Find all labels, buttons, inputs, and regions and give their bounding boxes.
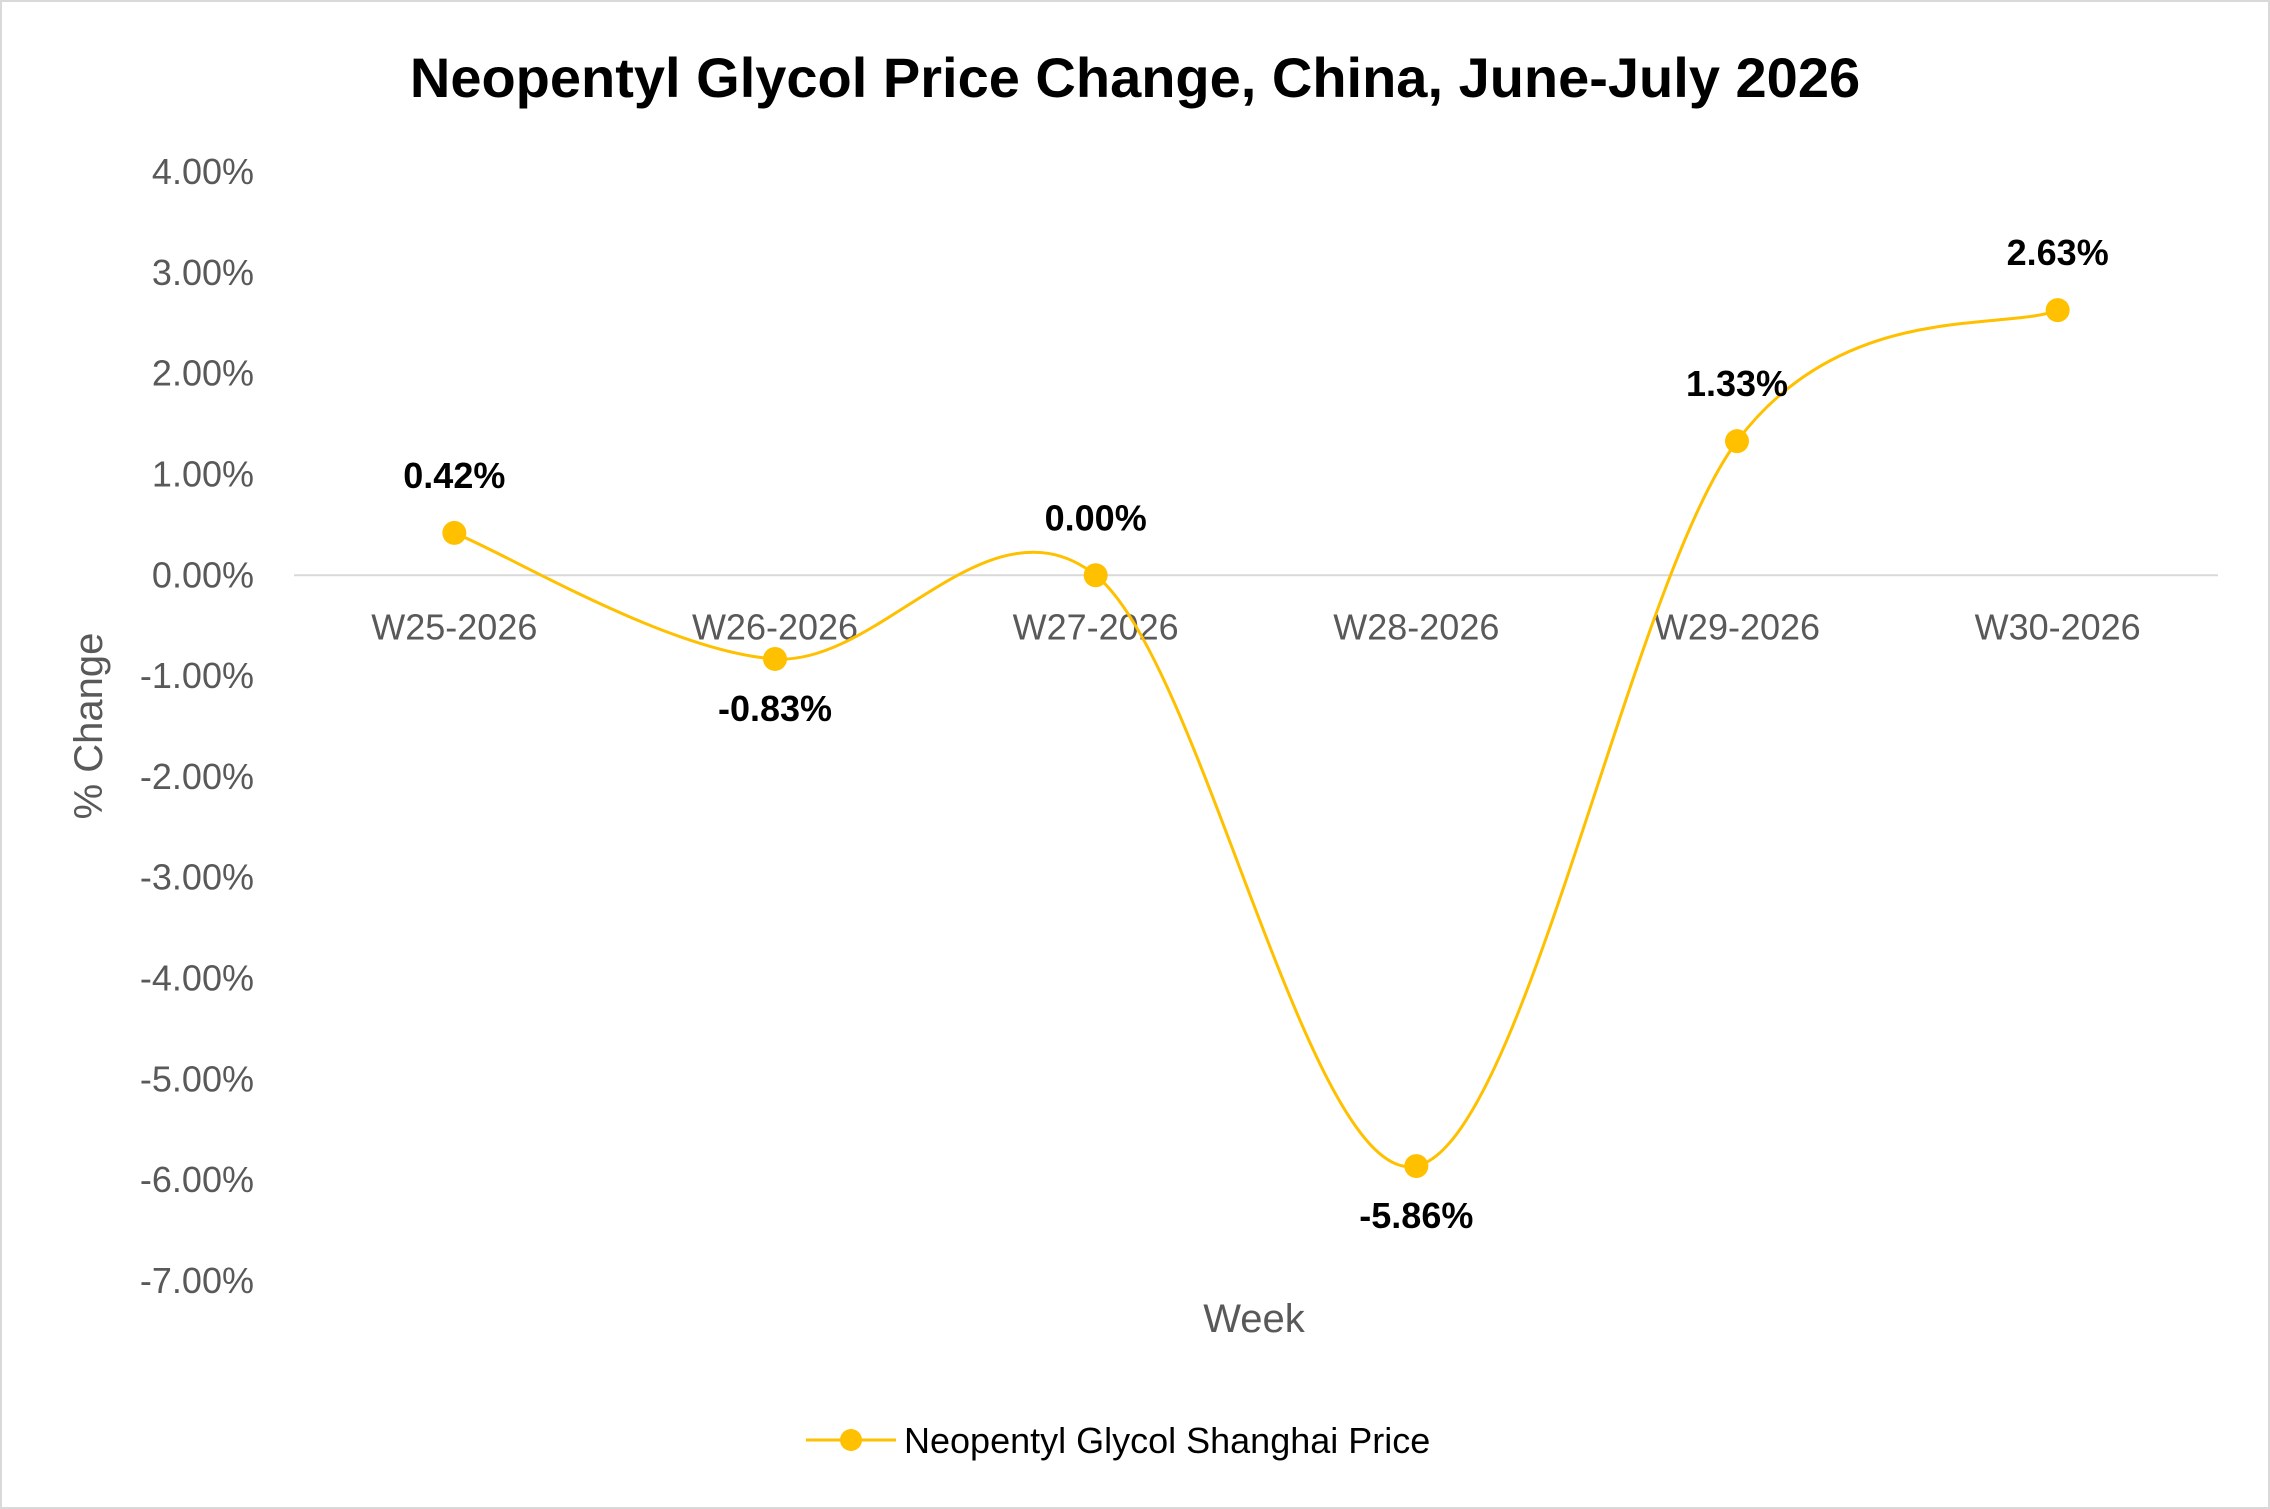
x-axis-ticks: W25-2026 W26-2026 W27-2026 W28-2026 W29-2026… [371,606,2140,647]
x-tick-label: W29-2026 [1654,606,1820,647]
data-point [763,646,787,671]
x-tick-label: W27-2026 [1013,606,1179,647]
y-tick-label: 2.00% [152,353,254,394]
data-points [442,298,2070,1179]
y-tick-label: -4.00% [140,958,254,999]
x-tick-label: W26-2026 [692,606,858,647]
series-line [453,308,2059,1168]
legend-dot-marker [840,1429,862,1451]
y-tick-label: -2.00% [140,756,254,797]
data-label: 0.00% [1045,497,1147,538]
y-axis-ticks: 4.00% 3.00% 2.00% 1.00% 0.00% -1.00% -2.00% -3.… [140,151,254,1301]
data-labels: 0.42% -0.83% 0.00% -5.86% 1.33% 2.63% [403,232,2108,1236]
data-label: -0.83% [718,688,832,729]
data-point [2045,298,2070,323]
legend[interactable]: Neopentyl Glycol Shanghai Price [806,1420,1430,1461]
data-point [1404,1154,1429,1179]
chart-title: Neopentyl Glycol Price Change, China, Ju… [410,46,1860,109]
legend-label: Neopentyl Glycol Shanghai Price [904,1420,1430,1461]
y-tick-label: -5.00% [140,1058,254,1099]
y-axis-title: % Change [67,633,111,820]
data-label: -5.86% [1359,1195,1473,1236]
y-tick-label: 4.00% [152,151,254,192]
y-tick-label: 3.00% [152,252,254,293]
x-tick-label: W28-2026 [1333,606,1499,647]
y-tick-label: -3.00% [140,857,254,898]
x-axis-title: Week [1203,1297,1306,1341]
x-tick-label: W30-2026 [1975,606,2141,647]
y-tick-label: -1.00% [140,655,254,696]
data-point [442,520,467,545]
y-tick-label: 0.00% [152,554,254,595]
y-tick-label: -7.00% [140,1260,254,1301]
data-point [1083,563,1108,588]
data-label: 1.33% [1686,363,1788,404]
data-point [1725,429,1749,454]
data-label: 2.63% [2007,232,2109,273]
y-tick-label: 1.00% [152,453,254,494]
y-tick-label: -6.00% [140,1159,254,1200]
x-tick-label: W25-2026 [371,606,537,647]
data-label: 0.42% [403,455,505,496]
